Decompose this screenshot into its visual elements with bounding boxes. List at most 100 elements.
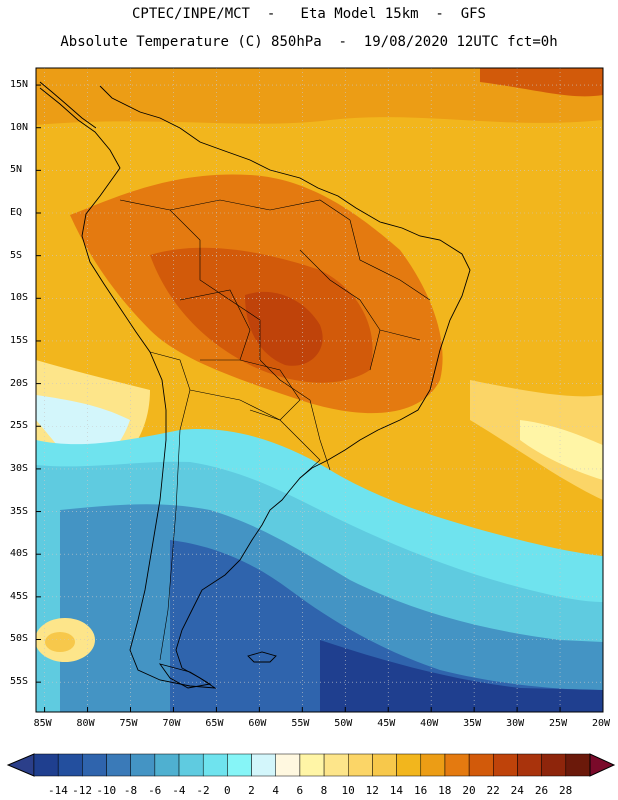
colorbar-swatch: [565, 753, 591, 777]
colorbar-label: 10: [341, 784, 355, 797]
colorbar-swatch: [468, 753, 494, 777]
lat-label: 5S: [10, 249, 23, 261]
lon-label: 45W: [377, 718, 396, 729]
colorbar-swatch: [227, 753, 252, 777]
colorbar-swatch: [493, 753, 518, 777]
colorbar-swatch: [275, 753, 301, 777]
border-brazil-north: [169, 199, 351, 221]
colorbar-swatch: [323, 753, 349, 777]
colorbar-label: -12: [72, 784, 93, 797]
colorbar-swatch: [444, 753, 470, 777]
colorbar-swatch: [299, 753, 325, 777]
colorbar-label: 28: [559, 784, 573, 797]
lat-label: 30S: [10, 462, 29, 474]
colorbar-swatch: [154, 753, 180, 777]
lon-label: 80W: [76, 718, 95, 729]
border-andes: [149, 351, 191, 661]
colorbar-swatch: [251, 753, 276, 777]
colorbar-label: -4: [172, 784, 186, 797]
colorbar-label: 2: [248, 784, 255, 797]
field-chile-warm-core: [45, 632, 75, 652]
colorbar-swatch: [541, 753, 567, 777]
lon-label: 20W: [592, 718, 611, 729]
colorbar-min-arrow: [6, 753, 35, 777]
temperature-field: [36, 68, 603, 712]
lon-label: 30W: [506, 718, 525, 729]
colorbar-label: 20: [462, 784, 476, 797]
colorbar-swatch: [130, 753, 156, 777]
central-america-coastline: [39, 81, 97, 129]
map-title: CPTEC/INPE/MCT - Eta Model 15km - GFS: [131, 6, 486, 22]
colorbar-label: 6: [296, 784, 304, 797]
colorbar-label: 8: [320, 784, 328, 797]
colorbar-swatch: [372, 753, 397, 777]
lat-label: 15N: [10, 79, 29, 91]
colorbar-swatch: [106, 753, 131, 777]
lon-label: 70W: [162, 718, 181, 729]
lat-label: 5N: [10, 164, 23, 176]
colorbar-label: 16: [413, 784, 428, 797]
colorbar-swatch: [178, 753, 204, 777]
lat-label: EQ: [10, 207, 23, 218]
lat-label: 10N: [10, 121, 29, 133]
field-caribbean-hot: [480, 68, 603, 97]
south-america-coastline: [39, 85, 471, 689]
colorbar-label: 0: [223, 784, 231, 797]
falklands: [247, 651, 277, 663]
lat-label: 55S: [10, 676, 29, 688]
field-brazil-max: [245, 291, 323, 366]
field-north-warm: [36, 68, 603, 125]
field-colder: [170, 540, 603, 712]
field-coldest: [320, 640, 603, 712]
border-paraguay: [239, 359, 301, 421]
colorbar-max-arrow: [589, 753, 616, 777]
lon-label: 25W: [549, 718, 568, 729]
colorbar-swatch: [57, 753, 83, 777]
colorbar-swatch: [82, 753, 107, 777]
colorbar-swatch: [348, 753, 373, 777]
colorbar-label: -8: [123, 784, 138, 797]
country-borders: [119, 199, 431, 661]
lon-label: 55W: [291, 718, 310, 729]
colorbar-label: 18: [438, 784, 452, 797]
lat-label: 25S: [10, 420, 29, 432]
lon-label: 65W: [205, 718, 224, 729]
border-brazil-states: [299, 219, 431, 371]
colorbar-label: 24: [510, 784, 524, 797]
colorbar-swatch: [33, 753, 59, 777]
border-uruguay: [299, 439, 321, 479]
lat-label: 20S: [10, 377, 29, 389]
border-argentina-north: [189, 389, 301, 441]
colorbar-label: -2: [196, 784, 210, 797]
colorbar-label: 12: [365, 784, 379, 797]
lon-label: 50W: [334, 718, 353, 729]
border-bolivia: [179, 289, 251, 361]
lat-label: 50S: [10, 633, 29, 645]
tierra-del-fuego: [158, 663, 212, 689]
lon-label: 35W: [463, 718, 482, 729]
lon-label: 40W: [420, 718, 439, 729]
lat-label: 45S: [10, 590, 29, 602]
colorbar-swatch: [517, 753, 542, 777]
lon-label: 75W: [119, 718, 138, 729]
colorbar-label: -6: [148, 784, 162, 797]
colorbar-label: -14: [47, 784, 68, 797]
colorbar-label: 22: [486, 784, 500, 797]
colorbar-label: 4: [272, 784, 279, 797]
lon-label: 85W: [33, 718, 52, 729]
lat-label: 15S: [10, 334, 29, 346]
lat-label: 10S: [10, 292, 29, 304]
lat-label: 35S: [10, 505, 29, 517]
colorbar-swatch: [396, 753, 422, 777]
border-brazil-west: [119, 199, 331, 471]
map-frame: [35, 67, 604, 713]
colorbar-swatch: [420, 753, 446, 777]
colorbar-swatch: [202, 753, 228, 777]
coastlines: [39, 81, 471, 689]
lat-label: 40S: [10, 548, 29, 560]
colorbar-label: 26: [534, 784, 549, 797]
lon-label: 60W: [248, 718, 267, 729]
colorbar: [6, 753, 616, 777]
colorbar-label: 14: [389, 784, 404, 797]
